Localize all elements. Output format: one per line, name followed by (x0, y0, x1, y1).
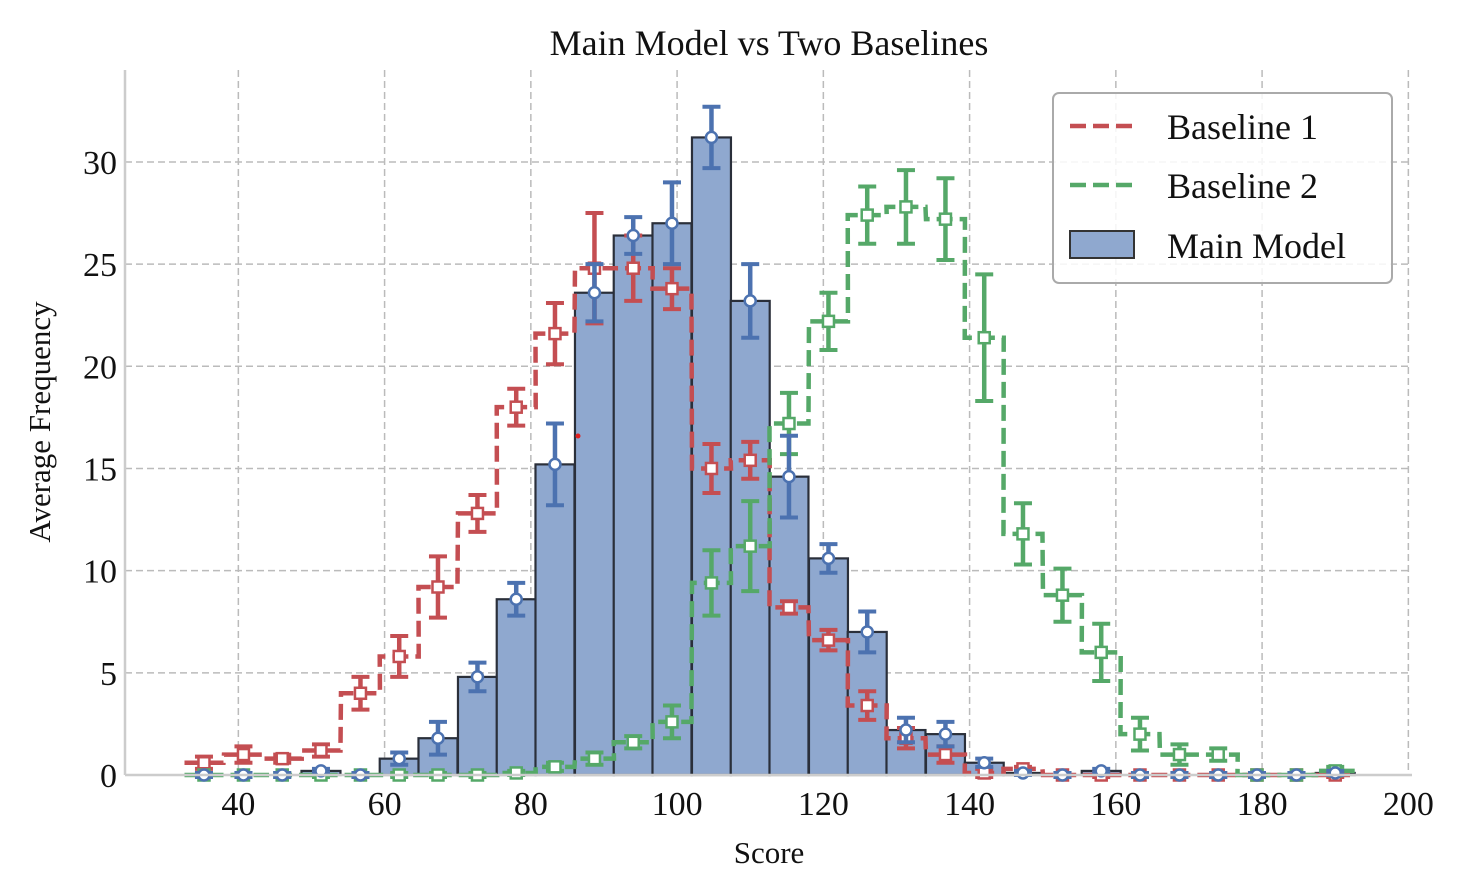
baseline-1-point (665, 281, 679, 296)
baseline-1-point (860, 698, 874, 713)
legend-baseline-2-label: Baseline 2 (1167, 166, 1318, 206)
baseline-2-point (548, 760, 562, 774)
main-model-point (431, 731, 445, 745)
main-model-bar (651, 222, 693, 777)
main-model-point (782, 469, 796, 484)
legend: Baseline 1 Baseline 2 Main Model (1052, 92, 1393, 284)
x-tick-label: 100 (652, 786, 703, 823)
baseline-1-point (470, 506, 485, 521)
main-model-point (821, 551, 836, 566)
x-tick-label: 60 (368, 786, 402, 823)
baseline-1-point (509, 400, 523, 414)
main-model-point (587, 285, 602, 300)
x-tick-label: 40 (221, 786, 255, 823)
main-model-point (665, 216, 679, 231)
baseline-2-point (665, 715, 679, 729)
x-tick-label: 80 (514, 786, 548, 823)
baseline-1-point (275, 751, 289, 766)
legend-baseline-1-label: Baseline 1 (1167, 107, 1318, 147)
baseline-1-point (314, 743, 328, 758)
legend-main-model-swatch (1069, 230, 1135, 259)
main-model-point (977, 755, 991, 770)
main-model-bar (495, 598, 537, 777)
main-model-point (704, 130, 719, 145)
y-tick-label: 5 (100, 656, 117, 693)
baseline-2-point (860, 208, 874, 222)
x-tick-label: 140 (944, 786, 995, 823)
main-model-point (1016, 766, 1030, 780)
x-tick-label: 200 (1383, 786, 1434, 823)
baseline-2-point (821, 314, 836, 329)
main-model-bar (768, 475, 810, 777)
baseline-1-point (548, 326, 562, 341)
main-model-bar (573, 291, 616, 777)
y-tick-label: 0 (100, 758, 117, 795)
main-model-point (899, 723, 913, 737)
main-model-point (1094, 764, 1108, 778)
baseline-2-point (977, 330, 991, 345)
x-tick-label: 160 (1090, 786, 1141, 823)
main-model-point (938, 727, 953, 741)
baseline-1-point (431, 580, 445, 594)
main-model-point (626, 228, 640, 243)
baseline-2-point (1211, 747, 1225, 762)
main-model-point (1328, 766, 1342, 780)
baseline-2-point (626, 735, 640, 750)
y-axis-label: Average Frequency (22, 301, 57, 543)
axes: 40 60 80 100 120 140 160 180 200 0 5 10 15 20 25 30 (83, 70, 1434, 823)
main-model-point (548, 457, 562, 472)
y-tick-label: 20 (83, 349, 117, 386)
baseline-2-point (704, 576, 719, 590)
baseline-2-point (1172, 747, 1187, 762)
error-bars (194, 104, 1345, 782)
baseline-2-point (1094, 645, 1108, 660)
baseline-2-point (1016, 527, 1030, 541)
legend-main-model-label: Main Model (1167, 226, 1346, 266)
baseline-2-point (782, 416, 796, 431)
baseline-1-point (392, 649, 406, 664)
baseline-1-point (743, 453, 757, 468)
main-model-point (743, 294, 757, 308)
baseline-2-point (509, 766, 523, 780)
main-model-point (509, 592, 523, 607)
baseline-2-point (1133, 727, 1147, 741)
chart-title: Main Model vs Two Baselines (550, 23, 989, 63)
baseline-1-point (821, 633, 836, 647)
baseline-2-point (899, 200, 913, 214)
baseline-1-point (704, 461, 719, 476)
main-model-point (860, 625, 874, 639)
y-tick-label: 15 (83, 451, 117, 488)
stray-dot (575, 433, 581, 439)
baseline-2-point (587, 751, 602, 766)
main-model-point (314, 764, 328, 778)
baseline-1-point (197, 755, 211, 770)
legend-box (1052, 92, 1393, 284)
baseline-1-point (626, 261, 640, 275)
baseline-1-point (938, 747, 953, 762)
main-model-point (392, 751, 406, 766)
baseline-2-point (1055, 588, 1070, 602)
x-tick-label: 120 (798, 786, 849, 823)
y-tick-label: 25 (83, 247, 117, 284)
baseline-1-point (782, 600, 796, 615)
baseline-2-point (743, 539, 757, 553)
y-tick-label: 30 (83, 145, 117, 182)
baseline-2-point (938, 212, 953, 226)
main-model-point (470, 670, 485, 684)
main-model-bar (807, 557, 850, 777)
main-model-bar (534, 463, 576, 777)
x-tick-label: 180 (1237, 786, 1288, 823)
main-model-bar (612, 234, 654, 777)
y-tick-label: 10 (83, 554, 117, 591)
baseline-1-point (236, 747, 251, 762)
x-axis-label: Score (734, 835, 805, 870)
baseline-1-point (353, 686, 368, 701)
